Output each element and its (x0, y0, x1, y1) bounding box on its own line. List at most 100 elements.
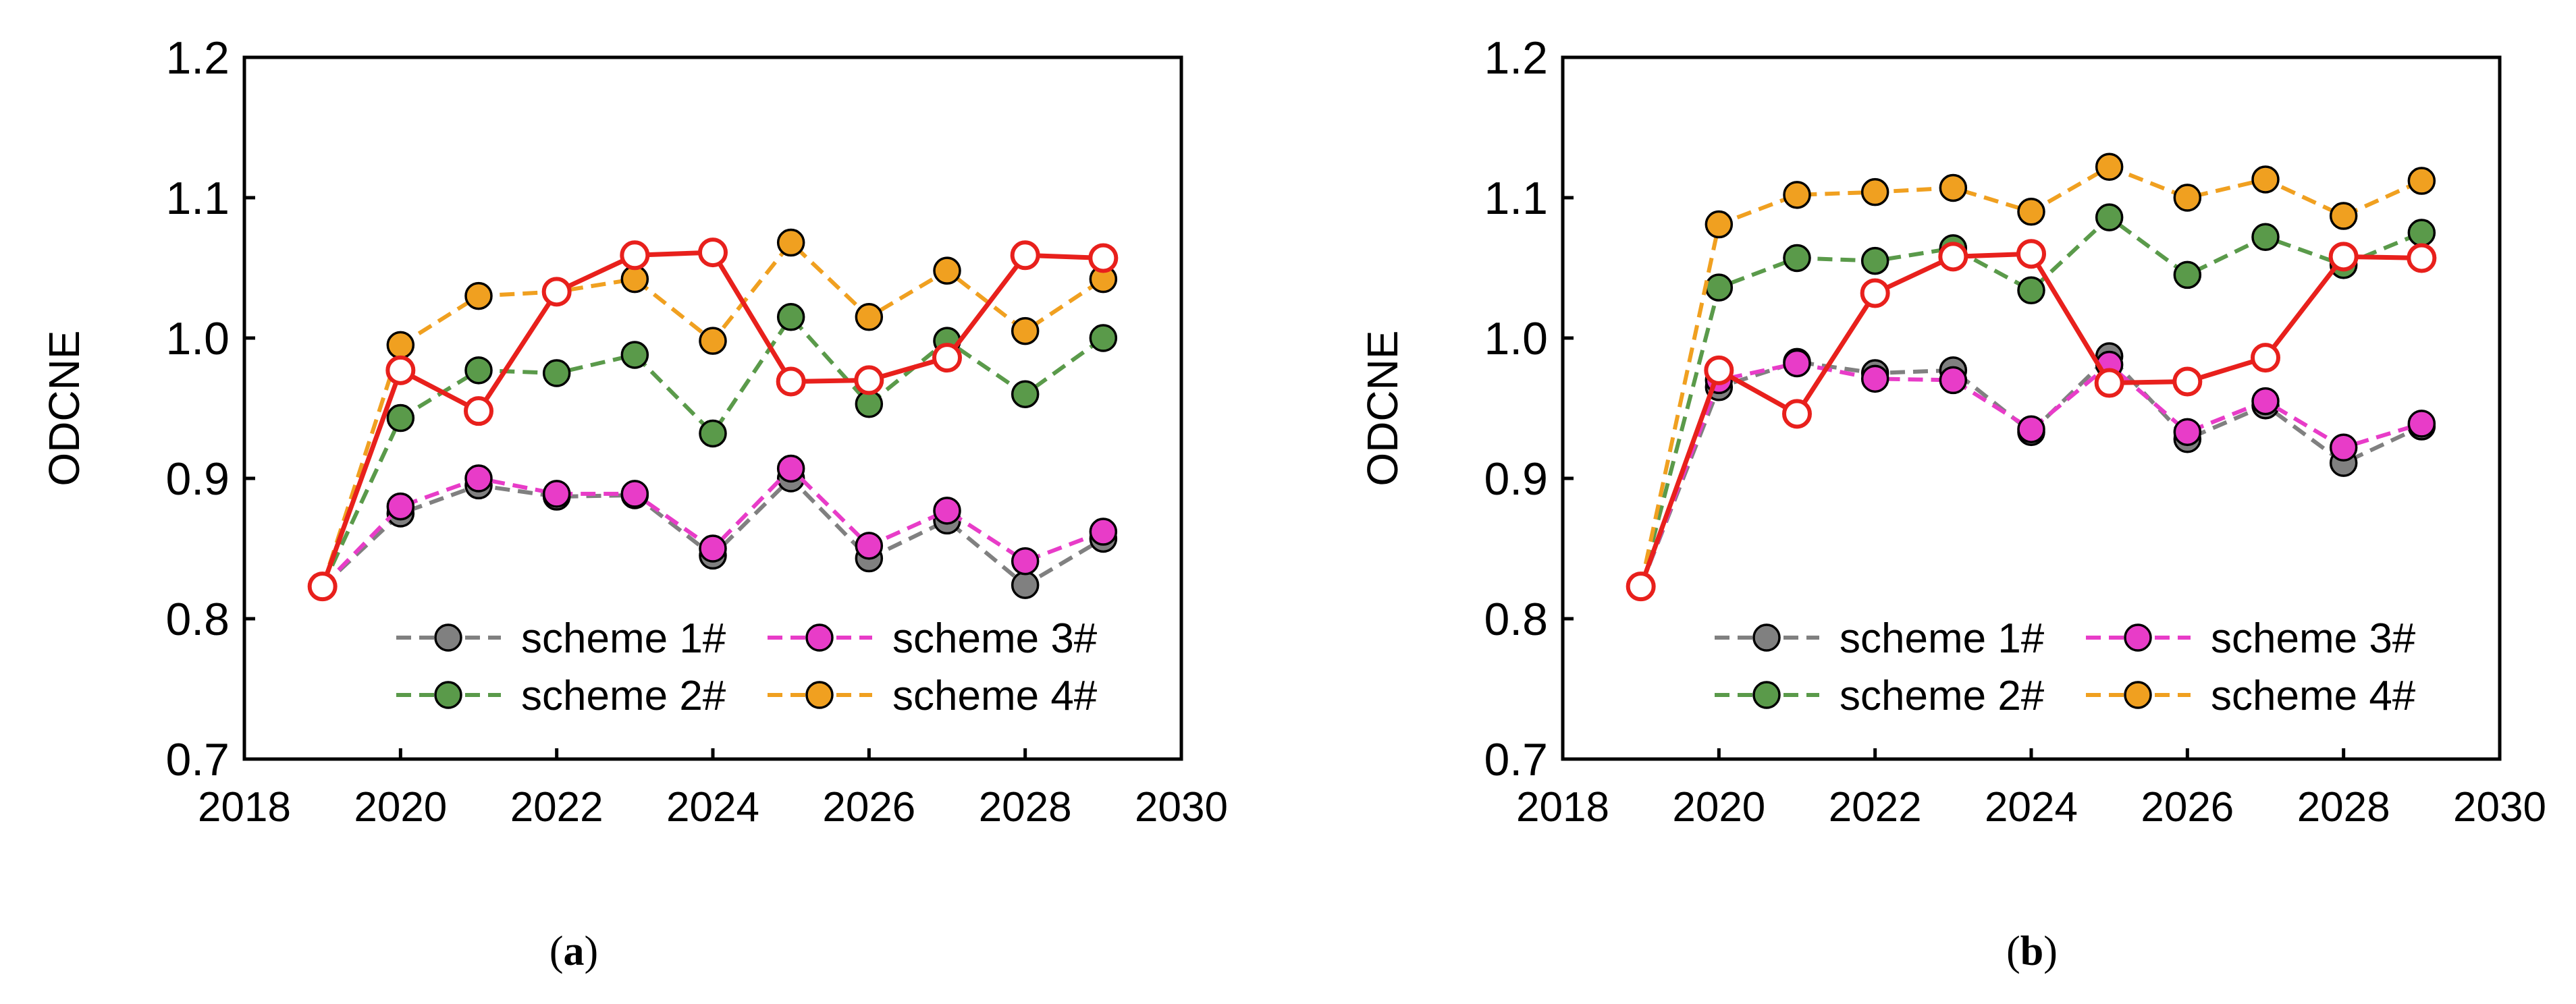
data-point (464, 356, 493, 385)
data-point (1010, 240, 1040, 271)
data-point (620, 240, 650, 271)
panel-label: (b) (2006, 928, 2058, 974)
data-point (2017, 415, 2045, 443)
legend-item: scheme 3# (2086, 615, 2416, 662)
legend-label: scheme 4# (892, 673, 1098, 719)
data-point (464, 281, 493, 310)
data-point (2329, 202, 2358, 230)
data-point (1011, 316, 1040, 345)
x-tick-label: 2030 (2453, 784, 2546, 831)
series-scheme-1- (1626, 342, 2436, 601)
data-point (386, 331, 415, 360)
x-tick-label: 2024 (666, 784, 759, 831)
data-point (2407, 410, 2436, 438)
legend-marker (2124, 681, 2152, 709)
series-line (321, 476, 1104, 588)
y-tick-label: 0.8 (165, 594, 230, 645)
legend-label: scheme 3# (892, 615, 1098, 662)
data-point (1783, 181, 1811, 209)
data-point (699, 534, 727, 563)
data-point (2094, 368, 2124, 398)
x-tick-label: 2028 (2297, 784, 2390, 831)
data-point (2173, 418, 2202, 447)
y-tick-label: 1.2 (165, 32, 230, 84)
legend-item: scheme 1# (396, 615, 726, 662)
data-point (542, 359, 571, 387)
y-axis-label: ODCNE (1358, 330, 1407, 486)
x-tick-label: 2018 (1516, 784, 1609, 831)
data-point (307, 571, 338, 602)
legend: scheme 1# scheme 2# scheme 3# scheme 4# (396, 615, 1098, 719)
y-tick-label: 0.7 (1484, 734, 1548, 785)
data-point (776, 228, 805, 257)
legend-label: scheme 2# (1840, 673, 2045, 719)
legend-marker (434, 681, 462, 709)
data-point (1938, 242, 1968, 272)
data-point (1939, 173, 1968, 202)
data-point (2251, 387, 2280, 416)
data-point (2407, 219, 2436, 247)
data-point (1011, 571, 1040, 599)
data-point (2329, 433, 2358, 462)
legend-label: scheme 2# (521, 673, 726, 719)
x-tick-label: 2022 (1829, 784, 1922, 831)
data-point (699, 327, 727, 355)
data-point (2251, 165, 2280, 194)
data-point (2407, 243, 2437, 273)
legend-label: scheme 1# (1840, 615, 2045, 662)
y-tick-label: 1.0 (165, 313, 230, 364)
data-point (855, 303, 884, 331)
y-tick-label: 1.1 (1484, 173, 1548, 224)
chart-panel-b: 0.7 0.8 0.9 1.0 1.1 1.2 2018 2020 2022 2024 2026 20… (1358, 32, 2546, 974)
x-tick-label: 2026 (822, 784, 915, 831)
series-scheme-4- (1626, 152, 2436, 601)
x-tick-label: 2020 (354, 784, 447, 831)
series-unlabeled-red (307, 238, 1119, 602)
data-point (2172, 366, 2203, 397)
x-tick-label: 2024 (1985, 784, 2078, 831)
data-point (2407, 167, 2436, 195)
y-tick-label: 0.9 (1484, 453, 1548, 505)
data-point (620, 264, 649, 294)
x-tick-label: 2022 (510, 784, 603, 831)
y-tick-label: 1.0 (1484, 313, 1548, 364)
data-point (1860, 364, 1889, 393)
legend-label: scheme 3# (2211, 615, 2416, 662)
data-point (932, 343, 962, 373)
legend-item: scheme 3# (768, 615, 1098, 662)
x-tick-label: 2026 (2141, 784, 2234, 831)
data-point (464, 464, 493, 493)
data-point (1705, 273, 1734, 302)
x-tick-label: 2030 (1135, 784, 1228, 831)
data-point (776, 303, 805, 331)
data-point (699, 419, 727, 448)
legend-item: scheme 2# (396, 673, 726, 719)
data-point (776, 366, 806, 397)
y-tick-label: 1.1 (165, 173, 230, 224)
x-tick-label: 2018 (198, 784, 291, 831)
data-point (2251, 343, 2280, 373)
data-point (1088, 243, 1119, 273)
legend-label: scheme 4# (2211, 673, 2416, 719)
data-point (542, 480, 571, 508)
data-point (385, 355, 416, 385)
panel-label: (a) (549, 928, 598, 974)
legend: scheme 1# scheme 2# scheme 3# scheme 4# (1715, 615, 2416, 719)
legend-marker (1752, 623, 1781, 652)
data-point (1011, 380, 1040, 408)
data-point (776, 454, 805, 483)
data-point (541, 277, 572, 307)
data-point (2173, 184, 2202, 212)
data-point (620, 480, 649, 508)
legend-label: scheme 1# (521, 615, 726, 662)
x-tick-label: 2020 (1672, 784, 1765, 831)
legend-marker (805, 623, 834, 652)
y-tick-label: 0.8 (1484, 594, 1548, 645)
data-point (2017, 198, 2045, 226)
data-point (2095, 203, 2124, 231)
legend-marker (2124, 623, 2152, 652)
data-point (1011, 547, 1040, 576)
data-point (386, 492, 415, 521)
data-point (1783, 244, 1811, 273)
